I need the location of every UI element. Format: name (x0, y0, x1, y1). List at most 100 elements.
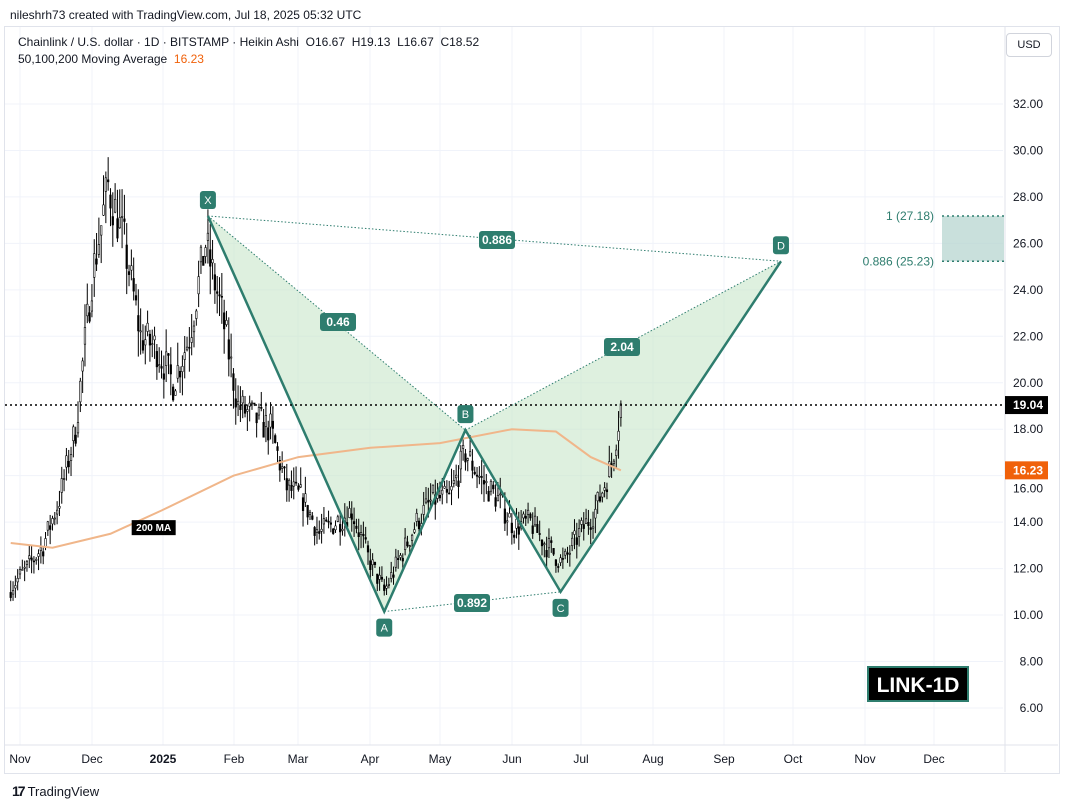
candle-body (475, 474, 479, 477)
candle-body (146, 322, 149, 332)
candle-body (30, 557, 33, 561)
candle-body (517, 526, 520, 535)
candle-body (49, 525, 52, 530)
candle-body (153, 335, 156, 341)
candle-body (515, 518, 518, 529)
candle-body (612, 460, 616, 464)
x-tick-label: May (429, 752, 452, 766)
y-tick-label: 6.00 (1020, 701, 1044, 715)
candle-body (510, 522, 513, 534)
candle-body (283, 466, 286, 469)
x-tick-label: Apr (361, 752, 380, 766)
candle-body (114, 198, 117, 213)
candle-body (582, 524, 585, 529)
candle-body (139, 330, 142, 333)
candle-body (406, 541, 409, 547)
candle-body (443, 486, 446, 489)
candle-body (162, 373, 165, 380)
candle-body (151, 343, 154, 346)
point-label-d: D (777, 240, 785, 252)
point-label-bg (772, 236, 789, 255)
candle-body (550, 540, 553, 543)
candle-body (327, 520, 330, 523)
y-tick-label: 18.00 (1013, 422, 1043, 436)
ac-ratio-label: 0.892 (457, 596, 487, 610)
candle-body (104, 177, 107, 192)
candle-body (160, 366, 163, 369)
y-tick-label: 16.00 (1013, 481, 1043, 495)
y-tick-label: 28.00 (1013, 190, 1043, 204)
chart-frame[interactable] (4, 26, 1060, 774)
candle-body (487, 490, 490, 502)
candle-body (615, 449, 618, 456)
candle-body (216, 291, 219, 294)
candle-body (51, 518, 54, 525)
candle-body (297, 485, 300, 490)
candle-body (255, 412, 258, 424)
candle-body (93, 253, 96, 278)
candle-body (471, 460, 474, 471)
candle-body (195, 310, 198, 319)
candle-body (81, 360, 84, 372)
candle-body (313, 527, 316, 536)
candle-body (188, 346, 191, 349)
candle-body (526, 509, 530, 515)
candle-body (199, 246, 203, 263)
candle-body (56, 509, 59, 515)
candle-body (183, 352, 186, 360)
xb-ratio-label-bg (320, 313, 356, 331)
x-tick-label: Dec (923, 752, 944, 766)
candle-body (39, 547, 42, 551)
candle-body (294, 481, 298, 484)
candle-body (260, 407, 263, 409)
tradingview-logo-icon[interactable]: 17 (12, 783, 26, 799)
point-label-bg (376, 618, 393, 637)
candle-body (25, 561, 29, 565)
ohlc-high: H19.13 (351, 35, 391, 49)
candle-body (318, 531, 321, 534)
candle-body (508, 513, 511, 518)
currency-button[interactable]: USD (1006, 33, 1052, 57)
candle-body (120, 216, 124, 218)
candle-body (552, 548, 555, 555)
candle-body (320, 528, 323, 532)
ma-tag-bg (131, 520, 176, 536)
candle-body (97, 244, 100, 255)
candle-body (95, 258, 98, 265)
candle-body (339, 524, 342, 533)
candle-body (250, 402, 254, 405)
candle-body (213, 274, 216, 291)
candle-body (65, 455, 68, 468)
candle-body (192, 325, 196, 333)
candle-body (32, 560, 36, 563)
candle-body (413, 529, 416, 533)
y-tick-label: 14.00 (1013, 515, 1043, 529)
footer-brand[interactable]: TradingView (27, 783, 100, 799)
watermark-bg (867, 666, 969, 702)
symbol-title[interactable]: Chainlink / U.S. dollar · 1D · BITSTAMP … (18, 35, 299, 49)
candle-body (100, 225, 103, 236)
candle-body (341, 528, 344, 531)
candle-body (16, 578, 19, 583)
candle-body (90, 300, 94, 312)
candle-body (72, 426, 75, 441)
candle-body (276, 446, 279, 451)
ma-legend[interactable]: 50,100,200 Moving Average 16.23 (18, 52, 204, 66)
candle-body (387, 584, 390, 586)
candle-body (257, 407, 261, 416)
candle-body (608, 461, 611, 477)
candle-body (366, 545, 370, 553)
candle-body (322, 518, 326, 525)
candle-body (452, 480, 455, 484)
candle-body (202, 255, 205, 266)
candle-body (311, 515, 314, 520)
candle-body (102, 204, 105, 216)
candle-body (211, 259, 214, 264)
candle-body (543, 543, 546, 546)
candle-body (594, 508, 597, 519)
candle-body (53, 517, 56, 520)
point-label-bg (199, 190, 216, 209)
y-tick-label: 26.00 (1013, 236, 1043, 250)
candle-body (118, 217, 121, 229)
